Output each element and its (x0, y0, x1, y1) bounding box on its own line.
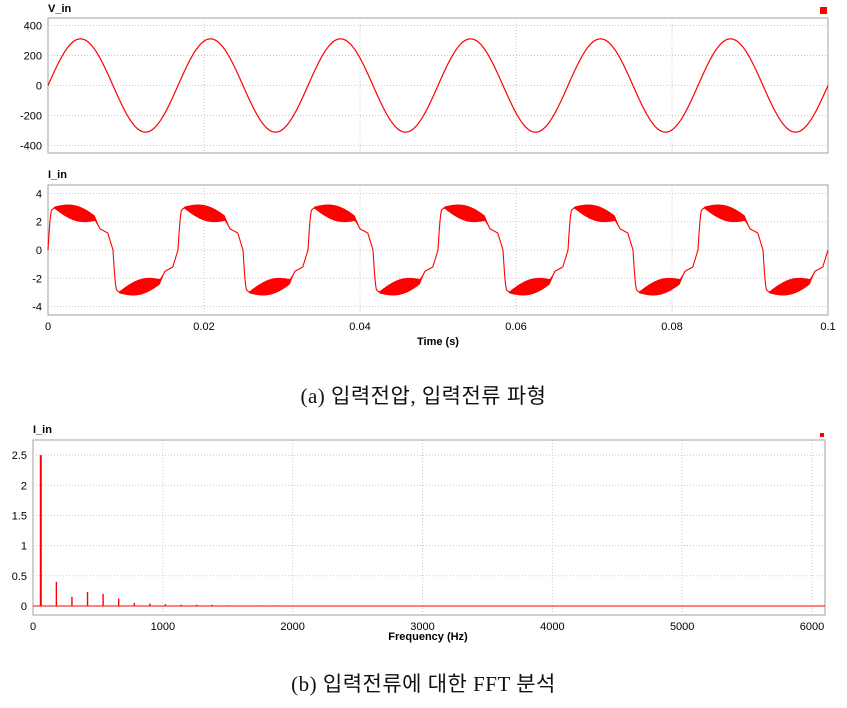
fft-y-ticks: 0 0.5 1 1.5 2 2.5 (12, 450, 27, 613)
vin-y-tick-label: -200 (20, 111, 42, 123)
iin-series-line (47, 207, 829, 293)
iin-x-tick-label: 0.06 (505, 321, 526, 333)
caption-a: (a) 입력전압, 입력전류 파형 (300, 384, 547, 408)
fft-y-tick-label: 0 (21, 601, 27, 613)
fft-chart: 0 0.5 1 1.5 2 2.5 0 1000 2000 3000 4000 5000 6000 I… (12, 424, 826, 643)
iin-y-ticks: -4 -2 0 2 4 (32, 188, 42, 313)
fft-legend-marker (820, 433, 824, 437)
iin-x-tick-label: 0.08 (661, 321, 682, 333)
vin-y-tick-label: 0 (36, 81, 42, 93)
time-axis-label: Time (s) (417, 336, 459, 348)
fft-x-tick-label: 0 (30, 621, 36, 633)
vin-y-ticks: -400 -200 0 200 400 (20, 21, 42, 153)
caption-b: (b) 입력전류에 대한 FFT 분석 (291, 672, 556, 696)
vin-series-line (47, 38, 829, 133)
iin-y-tick-label: 0 (36, 245, 42, 257)
iin-x-tick-label: 0.02 (193, 321, 214, 333)
fft-series-label: I_in (33, 424, 52, 436)
iin-y-tick-label: -2 (32, 273, 42, 285)
fft-plot-area (32, 439, 826, 616)
fft-x-tick-label: 4000 (540, 621, 564, 633)
fft-x-ticks: 0 1000 2000 3000 4000 5000 6000 (30, 621, 824, 633)
fft-x-tick-label: 2000 (280, 621, 304, 633)
vin-y-tick-label: -400 (20, 141, 42, 153)
fft-x-tick-label: 3000 (410, 621, 434, 633)
fft-y-tick-label: 1.5 (12, 510, 27, 522)
iin-time-chart: -4 -2 0 2 4 0 0.02 0.04 0.06 0.08 0.1 I_in Time (… (32, 169, 835, 348)
vin-y-tick-label: 400 (24, 21, 42, 33)
fft-y-tick-label: 2 (21, 480, 27, 492)
vin-legend-marker (820, 7, 827, 14)
fft-x-tick-label: 1000 (151, 621, 175, 633)
iin-y-tick-label: -4 (32, 302, 42, 314)
iin-y-tick-label: 4 (36, 188, 42, 200)
vin-chart: -400 -200 0 200 400 V_in (20, 3, 829, 154)
iin-x-tick-label: 0.04 (349, 321, 370, 333)
fft-y-tick-label: 1 (21, 541, 27, 553)
vin-series-label: V_in (48, 3, 72, 15)
fft-x-tick-label: 5000 (670, 621, 694, 633)
iin-x-tick-label: 0.1 (820, 321, 835, 333)
fft-harmonic-bars (33, 455, 825, 607)
vin-y-tick-label: 200 (24, 51, 42, 63)
fft-y-tick-label: 0.5 (12, 571, 27, 583)
iin-series-label: I_in (48, 169, 67, 181)
frequency-axis-label: Frequency (Hz) (388, 631, 468, 643)
iin-y-tick-label: 2 (36, 217, 42, 229)
iin-x-tick-label: 0 (45, 321, 51, 333)
iin-x-ticks: 0 0.02 0.04 0.06 0.08 0.1 (45, 321, 836, 333)
fft-y-tick-label: 2.5 (12, 450, 27, 462)
fft-x-tick-label: 6000 (800, 621, 824, 633)
